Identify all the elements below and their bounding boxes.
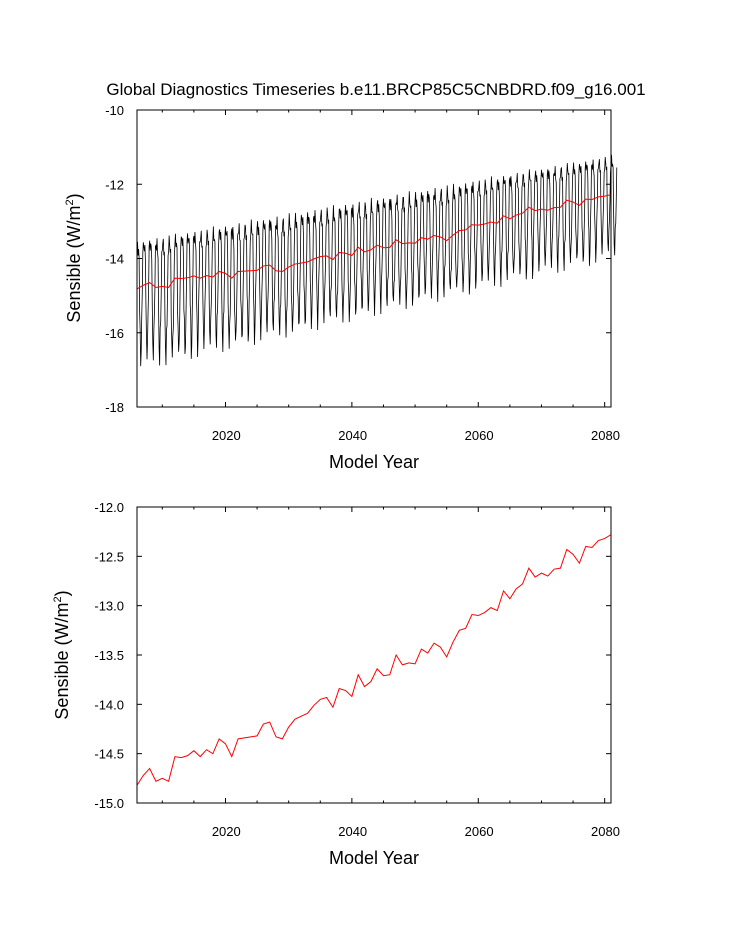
bottom-annual-mean-series — [136, 534, 612, 786]
bottom-x-axis-title: Model Year — [329, 848, 419, 868]
top-y-tick-label: -10 — [105, 103, 124, 118]
bottom-y-axis-title: Sensible (W/m2) — [52, 590, 72, 719]
top-x-tick-label: 2080 — [591, 428, 620, 443]
bottom-x-tick-label: 2060 — [465, 824, 494, 839]
top-annual-mean-line — [136, 194, 612, 290]
bottom-y-tick-label: -13.0 — [94, 599, 124, 614]
top-x-tick-label: 2020 — [212, 428, 241, 443]
top-y-tick-label: -12 — [105, 177, 124, 192]
bottom-annual-mean-line — [136, 534, 612, 786]
bottom-y-tick-label: -14.0 — [94, 697, 124, 712]
bottom-chart-plot-area — [136, 534, 612, 786]
bottom-plot-frame — [136, 506, 612, 804]
bottom-y-tick-label: -12.0 — [94, 500, 124, 515]
bottom-y-tick-label: -15.0 — [94, 796, 124, 811]
bottom-y-tick-label: -14.5 — [94, 747, 124, 762]
bottom-x-tick-label: 2040 — [338, 824, 367, 839]
top-annual-mean-series — [136, 194, 612, 290]
bottom-chart-panel: -15.0 -14.5 -14.0 -13.5 -13.0 -12.5 -12.… — [52, 500, 620, 868]
top-monthly-line — [136, 154, 618, 367]
top-x-axis-title: Model Year — [329, 452, 419, 472]
chart-title: Global Diagnostics Timeseries b.e11.BRCP… — [106, 80, 645, 99]
top-y-axis-title: Sensible (W/m2) — [64, 193, 84, 322]
bottom-y-tick-label: -12.5 — [94, 549, 124, 564]
top-y-tick-labels: -18 -16 -14 -12 -10 — [105, 103, 124, 415]
bottom-y-tick-label: -13.5 — [94, 648, 124, 663]
top-chart-plot-area — [136, 154, 618, 367]
bottom-x-tick-labels: 2020 2040 2060 2080 — [212, 824, 620, 839]
top-x-tick-label: 2060 — [465, 428, 494, 443]
top-axis-ticks — [137, 109, 611, 408]
top-plot-frame — [136, 109, 612, 408]
bottom-axis-ticks — [137, 506, 611, 804]
top-y-tick-label: -18 — [105, 400, 124, 415]
top-x-tick-labels: 2020 2040 2060 2080 — [212, 428, 620, 443]
bottom-x-tick-label: 2020 — [212, 824, 241, 839]
top-monthly-series — [136, 154, 618, 367]
top-y-tick-label: -14 — [105, 252, 124, 267]
bottom-y-tick-labels: -15.0 -14.5 -14.0 -13.5 -13.0 -12.5 -12.… — [94, 500, 124, 811]
top-chart-panel: Global Diagnostics Timeseries b.e11.BRCP… — [64, 80, 646, 472]
top-x-tick-label: 2040 — [338, 428, 367, 443]
bottom-x-tick-label: 2080 — [591, 824, 620, 839]
top-y-tick-label: -16 — [105, 326, 124, 341]
